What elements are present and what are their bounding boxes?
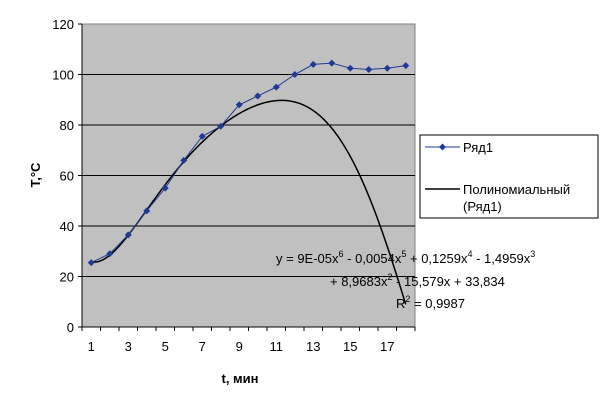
- data-point-marker: [328, 59, 336, 67]
- x-tick-label: 3: [125, 339, 132, 354]
- y-tick-label: 120: [52, 17, 74, 32]
- data-point-marker: [272, 83, 280, 91]
- data-point-marker: [180, 156, 188, 164]
- eq-line2b: - 15,579x + 33,834: [392, 274, 504, 289]
- data-point-marker: [124, 231, 132, 239]
- eq-part2: - 0,0054x: [344, 251, 402, 266]
- data-point-marker: [254, 92, 262, 100]
- eq-line2a: + 8,9683x: [330, 274, 388, 289]
- data-point-marker: [87, 259, 95, 267]
- trend-equation-line1: y = 9E-05x6 - 0,0054x5 + 0,1259x4 - 1,49…: [276, 249, 535, 266]
- x-tick-label: 17: [380, 339, 394, 354]
- x-tick-label: 13: [306, 339, 320, 354]
- eq-sup3: 4: [467, 249, 472, 259]
- legend-trend-label-1: Полиномиальный: [463, 182, 570, 197]
- x-tick-label: 1: [88, 339, 95, 354]
- data-point-marker: [309, 60, 317, 68]
- eq-part3: + 0,1259x: [406, 251, 468, 266]
- x-tick-label: 5: [162, 339, 169, 354]
- series-markers: [87, 59, 410, 267]
- x-tick-label: 11: [270, 339, 284, 354]
- y-tick-label: 100: [52, 68, 74, 83]
- y-tick-label: 80: [60, 118, 74, 133]
- data-point-marker: [291, 71, 299, 78]
- eq-sup1: 6: [339, 249, 344, 259]
- legend-series-label: Ряд1: [463, 140, 493, 155]
- x-tick-label: 15: [343, 339, 357, 354]
- eq-part4: - 1,4959x: [472, 251, 530, 266]
- trend-equation-line2: + 8,9683x2 - 15,579x + 33,834: [330, 272, 505, 289]
- data-point-marker: [217, 122, 225, 130]
- r2-a: R: [396, 296, 405, 311]
- legend-trend-label-2: (Ряд1): [463, 199, 502, 214]
- eq-line2sup: 2: [387, 272, 392, 282]
- r2-b: = 0,9987: [410, 296, 465, 311]
- data-point-marker: [198, 132, 206, 140]
- eq-part1: y = 9E-05x: [276, 251, 339, 266]
- data-point-marker: [383, 64, 391, 72]
- y-tick-label: 0: [67, 320, 74, 335]
- legend: Ряд1 Полиномиальный (Ряд1): [419, 134, 599, 219]
- data-point-marker: [346, 64, 354, 72]
- eq-sup2: 5: [401, 249, 406, 259]
- legend-series-marker: [439, 143, 446, 151]
- y-tick-label: 40: [60, 219, 74, 234]
- y-tick-label: 20: [60, 270, 74, 285]
- data-point-marker: [235, 101, 243, 109]
- r2-sup: 2: [405, 294, 410, 304]
- data-point-marker: [143, 207, 151, 215]
- data-point-marker: [402, 62, 410, 70]
- x-tick-label: 7: [199, 339, 206, 354]
- x-tick-labels: 1 3 5 7 9 11 13 15 17: [81, 327, 416, 354]
- x-axis-label: t, мин: [221, 371, 258, 386]
- data-point-marker: [365, 65, 373, 73]
- r-squared-label: R2 = 0,9987: [396, 294, 465, 311]
- legend-box: [419, 134, 599, 219]
- x-tick-label: 9: [236, 339, 243, 354]
- data-point-marker: [161, 184, 169, 192]
- y-tick-label: 60: [60, 169, 74, 184]
- eq-sup4: 3: [530, 249, 535, 259]
- y-tick-labels: 0 20 40 60 80 100 120: [52, 17, 82, 335]
- y-axis-label: Т,°С: [28, 162, 43, 187]
- data-point-marker: [106, 250, 114, 258]
